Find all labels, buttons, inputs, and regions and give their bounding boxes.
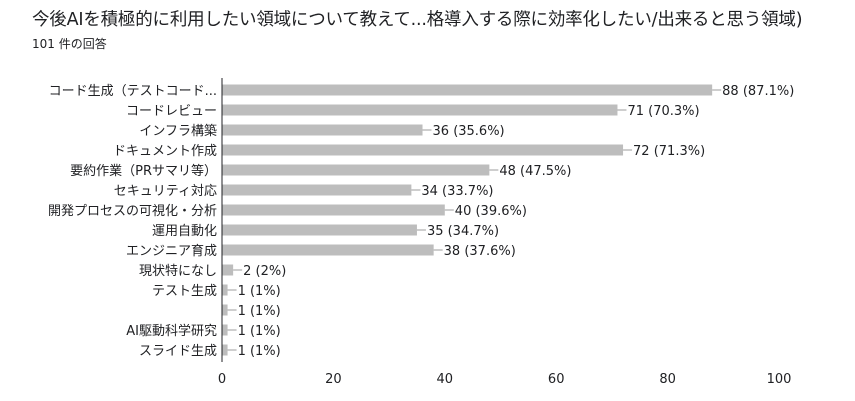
data-label: 1 (1%) (238, 284, 281, 299)
category-label: コードレビュー (126, 104, 217, 119)
category-label: 運用自動化 (152, 224, 217, 239)
chart-title: 今後AIを積極的に利用したい領域について教えて...格導入する際に効率化したい/… (32, 10, 803, 30)
category-label: インフラ構築 (139, 124, 217, 139)
bar (222, 204, 445, 216)
bar (222, 144, 624, 156)
category-label: AI駆動科学研究 (126, 323, 217, 339)
category-label: 開発プロセスの可視化・分析 (48, 204, 217, 219)
bar (222, 244, 434, 256)
category-label: コード生成（テストコード... (49, 84, 217, 99)
data-label: 35 (34.7%) (427, 224, 499, 239)
bar (222, 304, 228, 316)
bar (222, 344, 228, 356)
data-label: 48 (47.5%) (499, 164, 571, 179)
category-label: セキュリティ対応 (114, 184, 217, 199)
bar (222, 264, 234, 276)
data-label: 36 (35.6%) (433, 124, 505, 139)
data-label: 40 (39.6%) (455, 204, 527, 219)
response-count: 101 件の回答 (32, 37, 107, 51)
category-label: ドキュメント作成 (113, 144, 217, 159)
category-label: スライド生成 (139, 344, 217, 359)
category-label: 要約作業（PRサマリ等） (70, 163, 217, 179)
data-label: 1 (1%) (238, 344, 281, 359)
x-tick-label: 20 (325, 372, 342, 387)
x-tick-label: 40 (437, 372, 454, 387)
bar (222, 224, 417, 236)
bar (222, 284, 228, 296)
category-label: エンジニア育成 (126, 243, 217, 259)
x-tick-label: 100 (767, 372, 792, 387)
bar (222, 124, 423, 136)
data-label: 34 (33.7%) (421, 184, 493, 199)
data-label: 1 (1%) (238, 324, 281, 339)
data-label: 38 (37.6%) (444, 244, 516, 259)
data-label: 71 (70.3%) (627, 104, 699, 119)
data-label: 1 (1%) (238, 304, 281, 319)
category-label: 現状特になし (139, 264, 217, 279)
data-label: 2 (2%) (243, 264, 286, 279)
x-tick-label: 60 (548, 372, 565, 387)
bar (222, 84, 713, 96)
bar (222, 184, 412, 196)
category-label: テスト生成 (152, 284, 217, 299)
x-tick-label: 0 (218, 372, 226, 387)
bar (222, 324, 228, 336)
bar (222, 104, 618, 116)
data-label: 72 (71.3%) (633, 144, 705, 159)
bar (222, 164, 490, 176)
data-label: 88 (87.1%) (722, 84, 794, 99)
x-tick-label: 80 (659, 372, 676, 387)
